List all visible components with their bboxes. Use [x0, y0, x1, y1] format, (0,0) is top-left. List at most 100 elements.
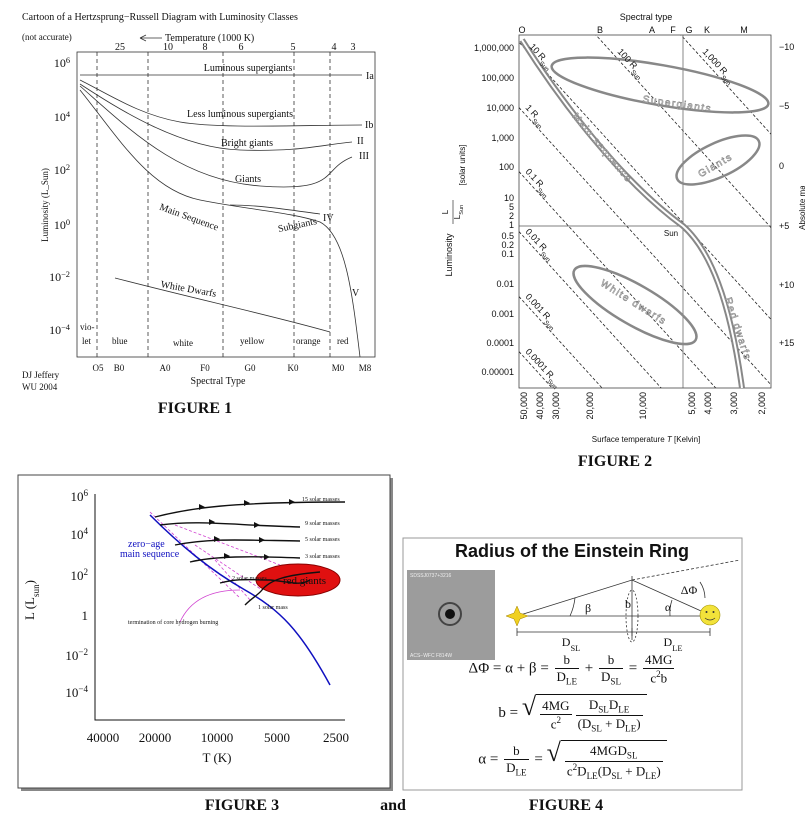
text-run: +: [581, 660, 598, 677]
band-label: blue: [112, 336, 128, 346]
tick-label: 102: [54, 163, 70, 178]
tick-label: A0: [160, 363, 171, 373]
tick-label: 10000: [201, 730, 234, 745]
tick-label: 3: [351, 42, 356, 53]
class-label: IV: [323, 213, 334, 224]
axes: [94, 494, 345, 721]
text-run: b: [660, 670, 668, 686]
tick-label: 40,000: [535, 392, 545, 420]
tick-label: −5: [779, 101, 789, 111]
tick-label: K0: [288, 363, 299, 373]
text-run: D: [562, 635, 571, 649]
track-label: 15 solar masses: [302, 497, 340, 503]
class-label: Ia: [366, 71, 374, 82]
tick-label: 106: [70, 488, 88, 504]
text-run: D: [577, 762, 587, 778]
source-star: [505, 605, 529, 627]
text-run: 10: [65, 685, 78, 700]
radius-label: 0.001 RSun: [521, 292, 560, 333]
superscript: 2: [66, 163, 70, 172]
sun-label: Sun: [664, 229, 678, 238]
text-run: ): [22, 580, 37, 584]
subscript: Sun: [719, 74, 732, 87]
region-label: red giants: [283, 575, 326, 587]
denominator: (DSL + DLE): [576, 716, 643, 734]
tick-label: 0.2: [501, 240, 514, 250]
zams-curve: [149, 514, 331, 686]
denominator: DLE: [555, 669, 580, 687]
joiner: and: [380, 797, 406, 814]
square-root: √ 4MGDSL c2DLE(DSL + DLE): [547, 740, 667, 781]
region-label: Main sequence: [570, 111, 635, 185]
radical-sign: √: [521, 692, 537, 721]
band-label: yellow: [240, 336, 265, 346]
subscript: LE: [618, 704, 630, 715]
superscript: 4: [83, 526, 88, 536]
subscript: LE: [565, 676, 578, 687]
tick-label: −10: [779, 42, 794, 52]
tick-label: 0: [779, 161, 784, 171]
tick-label: 10−4: [65, 684, 88, 700]
tick-label: 6: [239, 42, 244, 53]
superscript: 2: [556, 714, 562, 725]
text-run: 10: [54, 56, 66, 70]
text-run: 10: [65, 648, 78, 663]
observer: [699, 604, 721, 626]
track-label: 9 solar masses: [305, 521, 340, 527]
tick-label: 1: [509, 220, 514, 230]
tick-label: 2,000: [757, 392, 767, 415]
text-run: 10: [54, 110, 66, 124]
class-label: II: [357, 136, 364, 147]
diagram-label: α: [665, 600, 672, 614]
text-run: c: [650, 670, 657, 686]
fraction: b DLE: [554, 652, 580, 687]
text-run: [Kelvin]: [672, 435, 700, 444]
text-run: 1,000 R: [701, 47, 730, 77]
tick-label: 0.0001: [486, 338, 514, 348]
frame: [17, 474, 391, 789]
tick-label: 4,000: [703, 392, 713, 415]
diagram-label: DLE: [664, 635, 683, 653]
text-run: D: [664, 635, 673, 649]
image-label: ACS−WFC F814W: [410, 653, 452, 659]
curve: [229, 204, 321, 215]
text-run: b =: [498, 705, 522, 722]
zams-label: zero−age: [128, 539, 165, 550]
curve: [79, 79, 363, 127]
radius-line: [519, 41, 771, 320]
region-label: Subgiants: [277, 216, 318, 235]
tick-label: 100: [54, 218, 70, 233]
tick-label: 30,000: [551, 392, 561, 420]
tick-label: K: [704, 25, 710, 35]
caption: FIGURE 2: [578, 453, 652, 470]
text-run: D: [506, 759, 516, 775]
radius-label: 1 RSun: [521, 103, 548, 131]
tick-label: 1,000: [491, 133, 514, 143]
subscript: LE: [672, 644, 682, 653]
zams-label: main sequence: [120, 549, 180, 560]
tick-label: M8: [359, 363, 372, 373]
text-run: D: [601, 669, 611, 684]
band-label: let: [82, 336, 91, 346]
superscript: 6: [83, 488, 88, 498]
equation: ΔΦ = α + β = b DLE + b DSL = 4MG c2b: [403, 652, 742, 687]
subscript: SL: [611, 770, 623, 781]
superscript: 2: [572, 761, 578, 772]
region-label: Luminous supergiants: [204, 63, 293, 74]
tick-label: 10: [504, 193, 514, 203]
numerator: 4MGDSL: [564, 743, 663, 762]
tick-label: 1,000,000: [474, 43, 514, 53]
superscript: 4: [66, 110, 71, 119]
tick-label: 0.001: [491, 309, 514, 319]
fraction: 4MG c2: [540, 698, 572, 732]
axis-title: Luminosity (L_Sun): [40, 168, 50, 242]
subscript: sun: [31, 584, 41, 597]
axis-title: Luminosity: [444, 233, 454, 277]
tick-label: 2: [509, 211, 514, 221]
subscript: Sun: [531, 117, 544, 130]
diagram-label: ΔΦ: [681, 583, 698, 597]
subscript: Sun: [539, 250, 552, 263]
text-run: 10: [54, 163, 66, 177]
tick-label: B: [597, 25, 603, 35]
credit: WU 2004: [22, 382, 58, 392]
